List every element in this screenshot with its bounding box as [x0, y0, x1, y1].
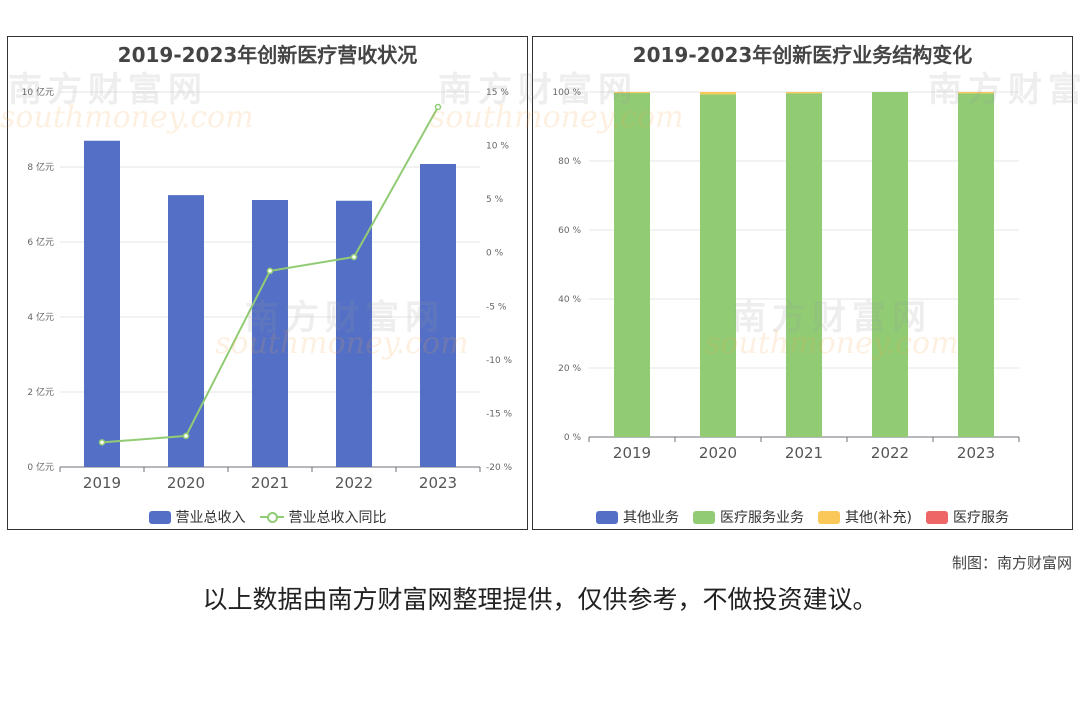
- revenue-yoy-point: [266, 267, 274, 275]
- revenue-yoy-point: [182, 432, 190, 440]
- y-left-tick-label: 10 亿元: [22, 86, 54, 98]
- revenue-yoy-point: [98, 439, 106, 446]
- y-left-tick-label: 2 亿元: [27, 386, 54, 398]
- revenue-yoy-point: [350, 253, 358, 261]
- revenue-chart-panel: 2019-2023年创新医疗营收状况 0 亿元 2 亿元 4 亿元 6 亿元 8 亿元 1…: [7, 36, 528, 530]
- legend-swatch-revenue: [148, 510, 171, 524]
- revenue-bar: [252, 200, 288, 467]
- y-right-tick-label: 0 %: [486, 249, 504, 259]
- revenue-bar: [336, 200, 372, 467]
- stacked-bar-segment: [614, 92, 650, 94]
- x-tick-label: 2020: [167, 474, 205, 492]
- legend-item-revenue[interactable]: 营业总收入: [148, 507, 246, 527]
- y-tick-label: 80 %: [558, 157, 581, 167]
- legend-item-other-business[interactable]: 其他业务: [596, 507, 679, 527]
- x-tick-label: 2019: [83, 474, 121, 492]
- x-tick-label: 2021: [785, 444, 823, 462]
- revenue-bar: [420, 164, 456, 467]
- y-left-tick-label: 8 亿元: [27, 161, 54, 173]
- legend-label-revenue: 营业总收入: [175, 510, 246, 526]
- stacked-bar-segment: [786, 93, 822, 437]
- legend-item-other-supplement[interactable]: 其他(补充): [818, 507, 912, 527]
- x-tick-label: 2021: [251, 474, 289, 492]
- stacked-bar-segment: [786, 92, 822, 94]
- y-left-tick-label: 4 亿元: [27, 311, 54, 323]
- y-tick-label: 60 %: [558, 226, 581, 236]
- y-left-tick-label: 6 亿元: [27, 236, 54, 248]
- x-tick-label: 2022: [871, 444, 909, 462]
- legend-item-medical-service[interactable]: 医疗服务: [925, 507, 1009, 527]
- legend-swatch-other-business: [596, 510, 619, 524]
- stacked-bar-segment: [872, 92, 908, 437]
- legend-label-other-supplement: 其他(补充): [845, 510, 912, 526]
- legend-swatch-medical-service: [925, 510, 948, 524]
- y-tick-label: 0 %: [564, 433, 582, 443]
- y-right-tick-label: 10 %: [486, 142, 509, 152]
- revenue-bar: [168, 195, 204, 467]
- y-left-tick-label: 0 亿元: [27, 461, 54, 473]
- y-tick-label: 40 %: [558, 295, 581, 305]
- disclaimer-text: 以上数据由南方财富网整理提供，仅供参考，不做投资建议。: [202, 585, 878, 614]
- x-tick-label: 2020: [699, 444, 737, 462]
- structure-chart-svg: 0 % 20 % 40 % 60 % 80 % 100 % 2019 2020 2021 2022…: [552, 88, 1020, 462]
- x-tick-label: 2023: [957, 444, 995, 462]
- revenue-chart-svg: 0 亿元 2 亿元 4 亿元 6 亿元 8 亿元 10 亿元 -20 % -15 % -10 %…: [22, 86, 513, 492]
- x-tick-label: 2022: [335, 474, 373, 492]
- stacked-bar-segment: [700, 94, 736, 437]
- legend-label-medical-service: 医疗服务: [952, 510, 1009, 526]
- stacked-bar-segment: [614, 93, 650, 437]
- legend-swatch-other-supplement: [818, 510, 841, 524]
- y-right-tick-label: -10 %: [486, 356, 513, 366]
- stacked-bar-segment: [958, 92, 994, 94]
- revenue-bar: [84, 140, 120, 467]
- revenue-chart-title: 2019-2023年创新医疗营收状况: [117, 43, 418, 67]
- y-right-tick-label: -15 %: [486, 409, 513, 419]
- y-tick-label: 100 %: [552, 88, 581, 98]
- y-right-tick-label: -5 %: [486, 302, 507, 312]
- legend-swatch-medical-service-business: [693, 510, 716, 524]
- y-right-tick-label: 5 %: [486, 195, 504, 205]
- stacked-bar-segment: [958, 93, 994, 437]
- legend-swatch-revenue-yoy: [259, 510, 284, 524]
- x-tick-label: 2023: [419, 474, 457, 492]
- legend-item-revenue-yoy[interactable]: 营业总收入同比: [259, 507, 387, 527]
- y-right-tick-label: -20 %: [486, 463, 513, 473]
- x-tick-label: 2019: [613, 444, 651, 462]
- structure-chart-title: 2019-2023年创新医疗业务结构变化: [632, 43, 973, 67]
- legend-item-medical-service-business[interactable]: 医疗服务业务: [693, 507, 804, 527]
- stacked-bar-segment: [700, 92, 736, 95]
- legend-label-medical-service-business: 医疗服务业务: [720, 510, 805, 526]
- y-tick-label: 20 %: [558, 364, 581, 374]
- legend-label-revenue-yoy: 营业总收入同比: [288, 510, 387, 526]
- structure-chart-legend: 其他业务 医疗服务业务 其他(补充) 医疗服务: [533, 507, 1072, 527]
- revenue-yoy-point: [434, 103, 442, 111]
- revenue-chart-legend: 营业总收入 营业总收入同比: [8, 507, 527, 527]
- structure-chart-panel: 2019-2023年创新医疗业务结构变化 0 % 20 % 40 % 60 % 80 %…: [532, 36, 1073, 530]
- legend-label-other-business: 其他业务: [623, 510, 680, 526]
- chart-credit: 制图：南方财富网: [951, 554, 1072, 572]
- y-right-tick-label: 15 %: [486, 88, 509, 98]
